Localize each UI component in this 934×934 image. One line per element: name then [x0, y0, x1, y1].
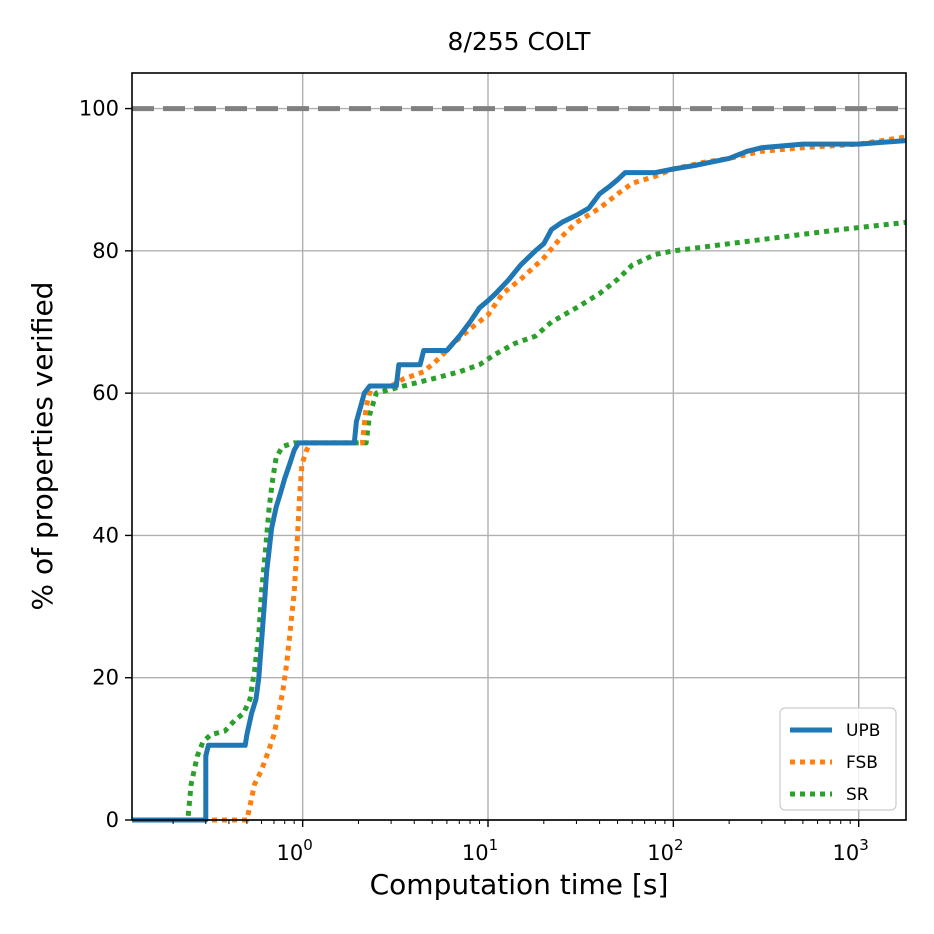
y-axis-label: % of properties verified [26, 282, 59, 611]
x-axis-label: Computation time [s] [370, 868, 669, 901]
y-tick-label: 100 [79, 97, 119, 121]
legend: UPB FSB SR [779, 707, 897, 811]
chart-title: 8/255 COLT [448, 27, 592, 56]
y-tick-label: 20 [92, 666, 119, 690]
x-tick-label: 103 [833, 836, 869, 865]
legend-label-sr: SR [846, 785, 869, 805]
series-line-sr [132, 219, 907, 823]
plot-frame [131, 72, 907, 821]
legend-label-upb: UPB [846, 721, 880, 741]
series-group [132, 134, 907, 823]
x-tick-label: 100 [277, 836, 313, 865]
y-tick-label: 80 [92, 239, 119, 263]
y-tick-label: 40 [92, 523, 119, 547]
x-ticks: 100 101 102 103 [172, 820, 869, 865]
series-line-fsb [132, 134, 907, 823]
series-line-upb [132, 138, 907, 823]
x-tick-label: 101 [462, 836, 498, 865]
x-tick-label: 102 [647, 836, 683, 865]
legend-label-fsb: FSB [846, 753, 878, 773]
y-tick-label: 60 [92, 381, 119, 405]
y-ticks: 0 20 40 60 80 100 [79, 97, 132, 832]
legend-box [779, 707, 897, 811]
y-tick-label: 0 [106, 808, 119, 832]
